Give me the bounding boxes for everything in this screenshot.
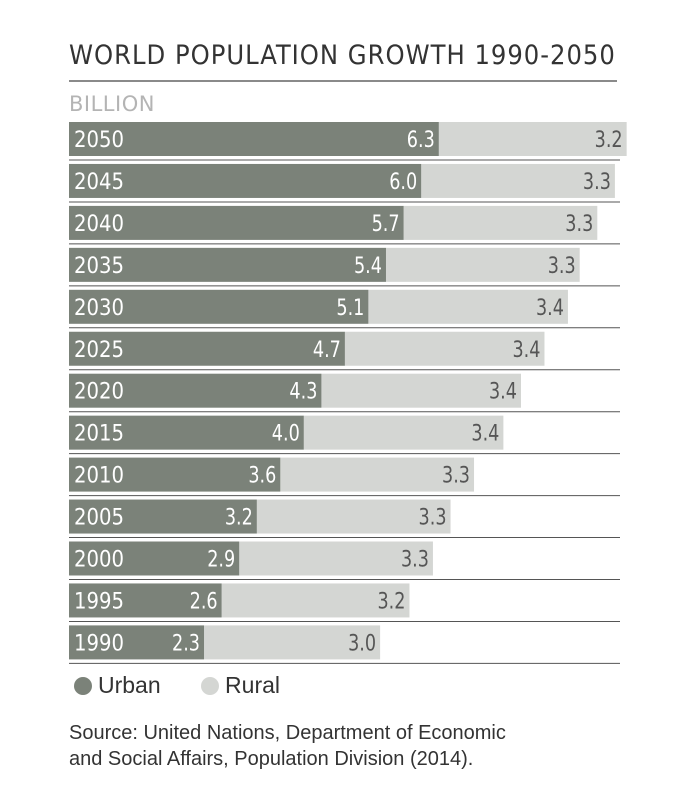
rural-value-label: 3.2 — [595, 128, 623, 153]
year-label: 2045 — [74, 170, 124, 195]
urban-value-label: 6.0 — [389, 170, 417, 195]
urban-value-label: 4.0 — [272, 422, 300, 447]
urban-bar — [69, 122, 439, 156]
urban-value-label: 2.3 — [172, 631, 200, 656]
urban-swatch-icon — [74, 676, 92, 695]
source-line-1: Source: United Nations, Department of Ec… — [69, 722, 506, 744]
rural-value-label: 3.3 — [401, 548, 429, 573]
rural-bar — [221, 583, 410, 618]
year-label: 2010 — [74, 464, 124, 489]
year-label: 1990 — [74, 631, 124, 656]
rural-value-label: 3.3 — [442, 464, 470, 489]
rural-value-label: 3.0 — [348, 631, 376, 656]
urban-value-label: 4.7 — [313, 338, 341, 363]
rural-bar — [256, 499, 451, 534]
urban-value-label: 2.6 — [190, 589, 218, 614]
year-label: 2020 — [74, 380, 124, 405]
rural-bar — [321, 373, 521, 408]
title-divider — [69, 80, 617, 82]
year-label: 1995 — [74, 589, 124, 614]
rural-bar — [421, 163, 615, 198]
legend: Urban Rural — [74, 672, 314, 701]
rural-bar — [204, 625, 381, 660]
legend-urban-label: Urban — [98, 672, 161, 698]
urban-bar — [69, 583, 222, 618]
urban-bar — [69, 247, 386, 282]
urban-bar — [69, 289, 369, 324]
rural-value-label: 3.4 — [536, 296, 564, 321]
urban-value-label: 4.3 — [289, 380, 317, 405]
rural-bar — [438, 122, 627, 156]
year-label: 2035 — [74, 254, 124, 279]
rural-value-label: 3.3 — [565, 212, 593, 237]
rural-value-label: 3.4 — [471, 422, 499, 447]
rural-value-label: 3.3 — [583, 170, 611, 195]
urban-bar — [69, 457, 281, 492]
urban-bar — [69, 163, 422, 198]
urban-bar — [69, 625, 205, 660]
rural-bar — [403, 205, 598, 240]
urban-value-label: 3.2 — [225, 506, 253, 531]
year-label: 2000 — [74, 548, 124, 573]
urban-value-label: 5.7 — [372, 212, 400, 237]
source-line-2: and Social Affairs, Population Division … — [69, 748, 474, 770]
urban-bar — [69, 373, 322, 408]
year-label: 2005 — [74, 506, 124, 531]
rural-value-label: 3.4 — [489, 380, 517, 405]
rural-bar — [239, 541, 433, 576]
chart-title: WORLD POPULATION GROWTH 1990-2050 — [69, 40, 616, 71]
legend-item-urban: Urban — [74, 672, 161, 699]
unit-label: BILLION — [69, 92, 155, 116]
rural-swatch-icon — [201, 676, 220, 695]
year-label: 2015 — [74, 422, 124, 447]
urban-value-label: 5.1 — [336, 296, 364, 321]
source-note: Source: United Nations, Department of Ec… — [69, 720, 669, 772]
rural-bar — [368, 289, 568, 324]
year-label: 2030 — [74, 296, 124, 321]
urban-bar — [69, 499, 257, 534]
legend-item-rural: Rural — [201, 672, 280, 699]
rural-bar — [344, 331, 545, 366]
urban-bar — [69, 205, 404, 240]
urban-bar — [69, 415, 304, 450]
rural-bar — [280, 457, 475, 492]
urban-value-label: 6.3 — [407, 128, 435, 153]
rural-value-label: 3.3 — [548, 254, 576, 279]
rural-value-label: 3.4 — [512, 338, 540, 363]
urban-value-label: 5.4 — [354, 254, 382, 279]
urban-value-label: 3.6 — [248, 464, 276, 489]
legend-rural-label: Rural — [225, 672, 281, 698]
year-label: 2050 — [74, 128, 124, 153]
rural-value-label: 3.3 — [419, 506, 447, 531]
urban-value-label: 2.9 — [207, 548, 235, 573]
urban-bar — [69, 541, 240, 576]
year-label: 2025 — [74, 338, 124, 363]
rural-bar — [303, 415, 504, 450]
rural-bar — [385, 247, 580, 282]
year-label: 2040 — [74, 212, 124, 237]
rural-value-label: 3.2 — [377, 589, 405, 614]
urban-bar — [69, 331, 345, 366]
